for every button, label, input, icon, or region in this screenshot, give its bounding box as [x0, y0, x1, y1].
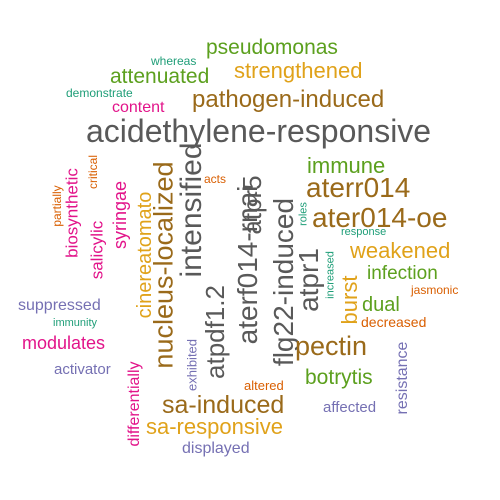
word: altered [244, 378, 284, 393]
word: atpdf1.2 [200, 285, 230, 379]
word: decreased [361, 314, 427, 330]
word: strengthened [234, 58, 363, 83]
word: exhibited [184, 338, 200, 392]
word: modulates [22, 333, 106, 353]
word: atpr1 [293, 248, 324, 312]
word: ater014-oe [312, 202, 448, 233]
word: differentially [126, 361, 143, 447]
word: intensified [175, 142, 208, 278]
word: immunity [53, 317, 98, 329]
word: salicylic [87, 220, 107, 280]
word: whereas [151, 54, 197, 68]
word: activator [54, 361, 111, 378]
word: content [112, 99, 165, 116]
word: botrytis [305, 366, 373, 389]
word: resistance [394, 341, 411, 415]
word: displayed [182, 440, 250, 457]
word: roles [297, 202, 310, 226]
word: increased [324, 251, 337, 299]
word: immune [307, 153, 386, 178]
word: syringae [110, 180, 130, 250]
word: aterr014 [306, 172, 411, 203]
word: response [341, 226, 387, 238]
word: sa-induced [162, 391, 285, 419]
word: demonstrate [66, 86, 133, 100]
word: partially [50, 185, 64, 227]
word: suppressed [18, 297, 101, 314]
word: cinereatomato [134, 191, 156, 319]
word: attenuated [110, 65, 210, 88]
word: critical [86, 154, 100, 190]
word: infection [367, 263, 438, 284]
word: burst [337, 275, 362, 325]
word: sa-responsive [146, 414, 283, 439]
word: pectin [295, 331, 368, 361]
word: atpr5 [237, 175, 267, 235]
word: pathogen-induced [192, 86, 385, 113]
word: jasmonic [411, 283, 459, 297]
word: weakened [350, 238, 451, 263]
word: affected [323, 399, 377, 416]
word: biosynthetic [62, 168, 82, 258]
word: dual [362, 294, 400, 316]
word: acidethylene-responsive [86, 113, 432, 149]
word: pseudomonas [206, 36, 338, 59]
word: acts [204, 172, 227, 186]
